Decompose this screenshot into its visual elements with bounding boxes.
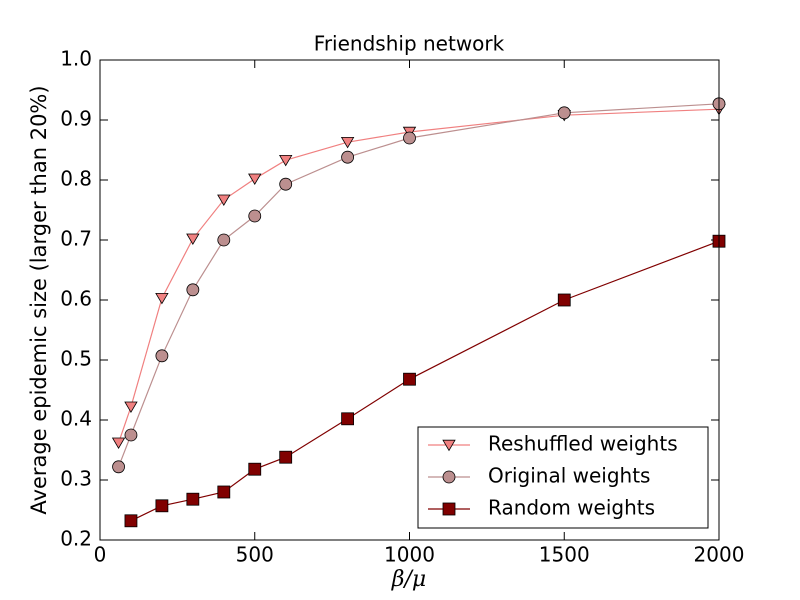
legend-marker xyxy=(442,470,456,484)
data-point xyxy=(217,485,231,499)
data-point xyxy=(279,154,293,167)
legend-label: Reshuffled weights xyxy=(488,432,678,456)
data-point xyxy=(248,209,262,223)
data-point xyxy=(124,428,138,442)
legend-label: Original weights xyxy=(488,464,650,488)
data-point xyxy=(186,283,200,297)
data-point xyxy=(279,177,293,191)
series-line xyxy=(130,240,720,522)
legend-label: Random weights xyxy=(488,496,655,520)
y-tick-label: 0.9 xyxy=(60,107,92,131)
data-point xyxy=(155,499,169,513)
data-point xyxy=(217,194,231,206)
x-tick-label: 1000 xyxy=(384,543,435,567)
data-point xyxy=(217,233,231,247)
data-point xyxy=(279,450,293,464)
x-tick-label: 2000 xyxy=(694,543,745,567)
x-tick-label: 1500 xyxy=(539,543,590,567)
chart-title: Friendship network xyxy=(314,32,505,56)
x-axis-label: β/μ xyxy=(391,567,426,592)
y-tick-label: 0.6 xyxy=(60,287,92,311)
data-point xyxy=(341,150,355,164)
data-point xyxy=(124,401,138,413)
data-point xyxy=(248,462,262,476)
data-point xyxy=(186,492,200,506)
x-tick-label: 0 xyxy=(94,543,107,567)
y-tick-label: 0.3 xyxy=(60,467,92,491)
y-tick-label: 0.8 xyxy=(60,167,92,191)
y-tick-label: 0.2 xyxy=(60,527,92,551)
data-point xyxy=(155,349,169,363)
data-point xyxy=(112,460,125,474)
y-tick-label: 1.0 xyxy=(60,47,92,71)
legend-marker xyxy=(442,439,456,452)
data-point xyxy=(124,514,138,528)
legend-marker xyxy=(442,502,456,516)
data-point xyxy=(557,293,571,307)
data-point xyxy=(155,292,169,305)
plot-frame xyxy=(99,59,720,541)
data-point xyxy=(341,412,355,426)
data-point xyxy=(340,136,355,149)
y-axis-label: Average epidemic size (larger than 20%) xyxy=(27,85,51,514)
data-point xyxy=(248,173,262,185)
data-point xyxy=(403,372,416,386)
data-point xyxy=(111,437,126,449)
y-tick-label: 0.4 xyxy=(60,407,92,431)
data-point xyxy=(403,131,416,145)
data-point xyxy=(557,106,571,120)
data-point xyxy=(186,233,200,245)
x-tick-label: 500 xyxy=(236,543,274,567)
y-tick-label: 0.5 xyxy=(60,347,92,371)
y-tick-label: 0.7 xyxy=(60,227,92,251)
